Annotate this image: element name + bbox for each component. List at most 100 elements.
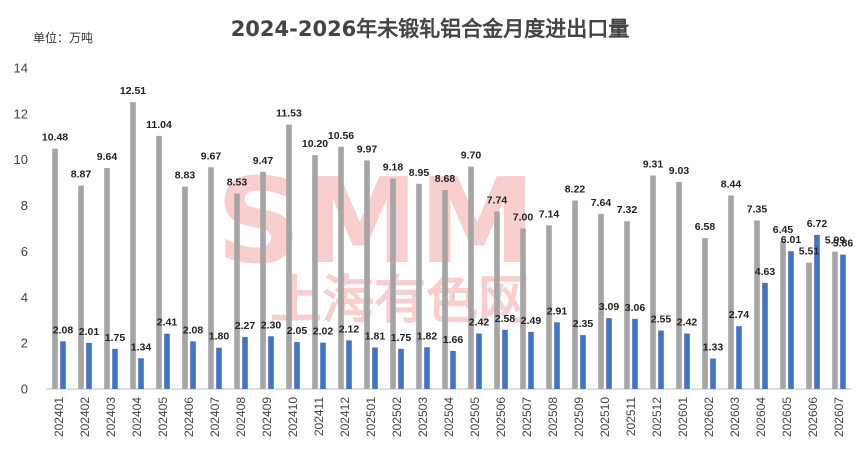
data-label-series-2: 2.30 [261,319,282,331]
bar-series-2 [398,348,404,390]
data-label-series-1: 10.56 [328,130,354,142]
data-label-series-2: 2.58 [495,313,516,325]
data-label-series-1: 8.68 [435,173,456,185]
data-label-series-2: 2.74 [729,309,750,321]
x-tick-label: 202508 [546,397,560,437]
x-tick-label: 202604 [754,397,768,437]
x-tick-label: 202501 [364,397,378,437]
bar-series-1 [312,155,318,389]
bar-series-2 [632,318,638,389]
x-tick-label: 202504 [442,397,456,437]
bar-series-1 [832,251,838,389]
y-axis: 0 2 4 6 8 10 12 14 [14,61,28,397]
data-label-series-1: 7.74 [487,195,508,207]
x-axis: 202401 202402 202403 202404 202405 202406 2024… [52,397,846,437]
x-tick-label: 202505 [468,397,482,437]
bar-series-2 [528,331,534,389]
x-tick-label: 202403 [104,397,118,437]
data-label-series-2: 1.75 [391,332,412,344]
bar-series-2 [112,348,118,390]
data-label-series-2: 4.63 [755,266,776,278]
x-tick-label: 202401 [52,397,66,437]
unit-label: 单位：万吨 [33,30,93,45]
data-label-series-2: 2.91 [547,305,568,317]
bar-series-1 [156,135,162,389]
data-label-series-2: 2.35 [573,318,594,330]
bar-series-1 [598,213,604,389]
x-tick-label: 202605 [780,397,794,437]
data-label-series-1: 9.67 [201,150,222,162]
bar-series-2 [502,329,508,389]
y-tick-label: 8 [21,198,28,213]
x-tick-label: 202410 [286,397,300,437]
y-tick-label: 4 [21,290,28,305]
bar-series-1 [338,146,344,389]
data-label-series-1: 7.32 [617,204,638,216]
bar-series-2 [164,333,170,389]
bar-series-2 [840,254,846,389]
data-label-series-1: 7.00 [513,212,534,224]
bar-series-1 [806,262,812,389]
bar-series-1 [494,211,500,389]
watermark-text: 上海有色网 [270,271,530,331]
bar-series-2 [476,333,482,389]
data-label-series-1: 9.18 [383,162,404,174]
bars [52,102,846,390]
bar-series-1 [208,167,214,389]
bar-series-1 [390,178,396,389]
data-label-series-2: 1.66 [443,334,464,346]
data-label-series-2: 2.42 [677,317,698,329]
bar-series-2 [60,341,66,389]
data-label-series-2: 2.02 [313,326,334,338]
data-label-series-2: 1.33 [703,342,724,354]
data-label-series-2: 2.05 [287,325,308,337]
bar-series-2 [450,350,456,389]
data-label-series-2: 2.27 [235,320,256,332]
bar-series-2 [814,234,820,389]
data-label-series-1: 6.45 [773,224,794,236]
bar-series-2 [580,335,586,389]
bar-series-1 [546,225,552,389]
x-tick-label: 202506 [494,397,508,437]
x-tick-label: 202511 [624,397,638,436]
data-label-series-2: 3.06 [625,302,646,314]
x-tick-label: 202409 [260,397,274,437]
bar-series-1 [520,228,526,389]
data-label-series-2: 1.82 [417,330,438,342]
bar-series-2 [138,358,144,389]
data-label-series-1: 6.58 [695,221,716,233]
x-tick-label: 202408 [234,397,248,437]
data-label-series-1: 7.14 [539,208,560,220]
data-label-series-2: 2.01 [79,326,100,338]
data-label-series-1: 9.03 [669,165,690,177]
x-tick-label: 202607 [832,397,846,437]
y-tick-label: 6 [21,244,28,259]
data-label-series-1: 9.70 [461,150,482,162]
bar-series-2 [294,342,300,389]
data-label-series-1: 11.53 [276,108,302,120]
bar-series-2 [86,342,92,389]
data-label-series-1: 5.99 [825,235,846,247]
bar-series-2 [424,347,430,389]
bar-series-1 [182,186,188,389]
y-tick-label: 14 [14,61,28,76]
bar-series-2 [606,318,612,389]
data-label-series-2: 2.49 [521,315,542,327]
data-label-series-1: 7.35 [747,203,768,215]
bar-series-1 [78,185,84,389]
data-label-series-2: 1.34 [131,341,152,353]
bar-series-2 [762,282,768,389]
bar-series-2 [268,336,274,389]
y-tick-label: 0 [21,382,28,397]
data-label-series-2: 2.55 [651,314,672,326]
bar-series-2 [216,347,222,389]
bar-series-2 [372,347,378,389]
data-label-series-1: 8.83 [175,170,196,182]
bar-series-2 [684,333,690,389]
bar-series-1 [702,238,708,389]
data-label-series-2: 1.80 [209,331,230,343]
bar-series-2 [190,341,196,389]
bar-series-2 [242,336,248,389]
